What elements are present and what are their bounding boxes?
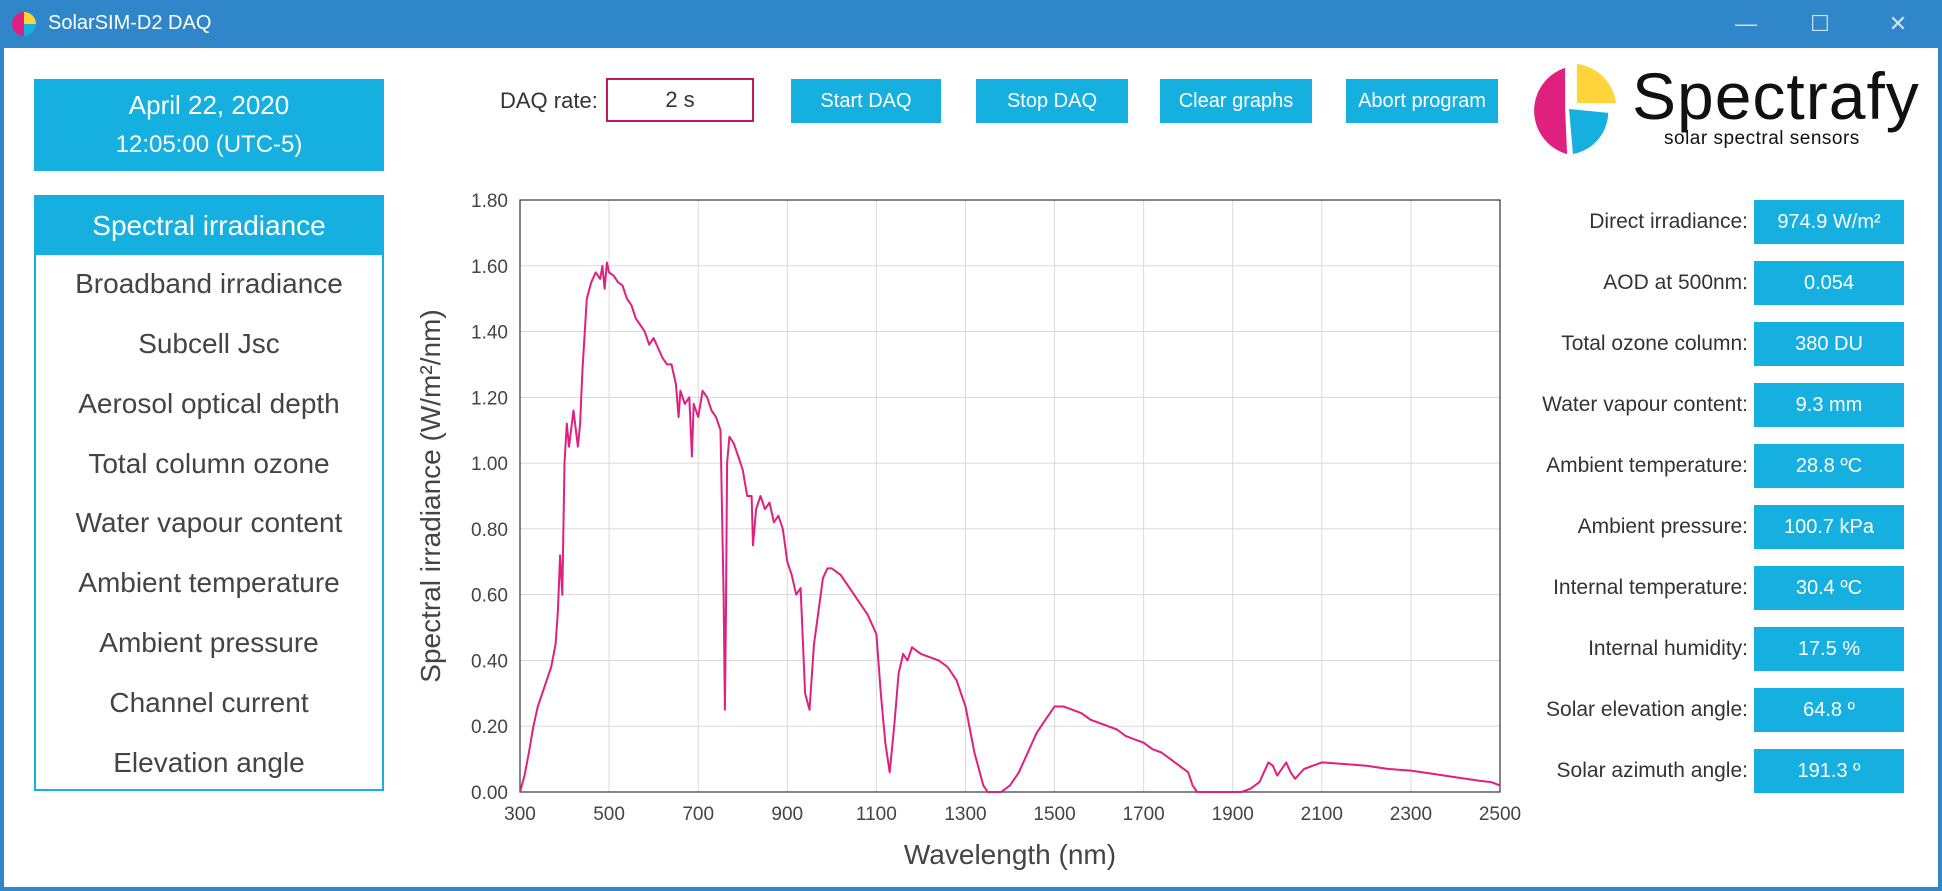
menu-item-broadband-irradiance[interactable]: Broadband irradiance [75, 268, 343, 299]
readout-value: 100.7 kPa [1754, 505, 1904, 549]
stop-daq-button[interactable]: Stop DAQ [976, 79, 1128, 123]
daq-rate-input[interactable] [606, 78, 754, 122]
x-tick-label: 300 [504, 804, 536, 825]
readout-value: 64.8 º [1754, 688, 1904, 732]
plot-frame [519, 199, 1501, 793]
readout-value: 28.8 ºC [1754, 444, 1904, 488]
title-bar[interactable]: SolarSIM-D2 DAQ — ☐ ✕ [0, 0, 1942, 48]
readout-value: 30.4 ºC [1754, 566, 1904, 610]
date-text: April 22, 2020 [128, 90, 290, 120]
readout-label: Total ozone column: [1561, 332, 1748, 355]
close-button[interactable]: ✕ [1868, 0, 1928, 48]
menu-item-total-column-ozone[interactable]: Total column ozone [88, 448, 330, 479]
menu-item-ambient-temperature[interactable]: Ambient temperature [78, 567, 340, 598]
main-panel: April 22, 2020 12:05:00 (UTC-5) Spectral… [4, 48, 1938, 887]
y-tick-label: 0.60 [471, 586, 508, 607]
y-tick-label: 0.80 [471, 520, 508, 541]
menu-item-spectral-irradiance[interactable]: Spectral irradiance [36, 197, 382, 255]
menu-item-ambient-pressure[interactable]: Ambient pressure [99, 627, 319, 658]
readout-label: Ambient pressure: [1577, 515, 1748, 538]
readout-label: Internal humidity: [1588, 637, 1748, 660]
x-tick-label: 1500 [1033, 804, 1075, 825]
y-tick-label: 1.00 [471, 454, 508, 475]
clear-graphs-button[interactable]: Clear graphs [1160, 79, 1312, 123]
readout-label: Internal temperature: [1553, 576, 1748, 599]
spectrafy-logo-icon [1534, 63, 1617, 155]
plot-area [520, 200, 1500, 792]
readout-value: 974.9 W/m² [1754, 200, 1904, 244]
x-tick-label: 500 [593, 804, 625, 825]
y-tick-label: 1.80 [471, 191, 508, 212]
x-tick-label: 1900 [1212, 804, 1254, 825]
y-tick-label: 0.40 [471, 651, 508, 672]
menu-item-subcell-jsc[interactable]: Subcell Jsc [138, 328, 280, 359]
close-icon: ✕ [1888, 11, 1908, 36]
y-axis-label: Spectral irradiance (W/m²/nm) [415, 309, 446, 682]
y-tick-label: 1.20 [471, 388, 508, 409]
window-title: SolarSIM-D2 DAQ [48, 12, 212, 34]
y-tick-label: 1.40 [471, 323, 508, 344]
menu-item-channel-current[interactable]: Channel current [109, 687, 309, 718]
x-tick-label: 1300 [944, 804, 986, 825]
x-tick-label: 2100 [1301, 804, 1343, 825]
logo-tagline: solar spectral sensors [1664, 128, 1860, 149]
logo-wordmark: Spectrafy [1632, 59, 1920, 133]
x-tick-label: 1100 [856, 804, 897, 825]
readout-value: 17.5 % [1754, 627, 1904, 671]
x-tick-label: 2500 [1479, 804, 1521, 825]
y-tick-label: 0.00 [471, 783, 508, 804]
spectrum-line-series-0 [519, 261, 1501, 793]
app-logo-icon [12, 12, 36, 36]
readout-label: Solar azimuth angle: [1556, 759, 1748, 782]
maximize-icon: ☐ [1810, 11, 1830, 36]
maximize-button[interactable]: ☐ [1790, 0, 1850, 48]
readout-value: 9.3 mm [1754, 383, 1904, 427]
daq-rate-label: DAQ rate: [500, 88, 598, 113]
datetime-display: April 22, 2020 12:05:00 (UTC-5) [34, 79, 384, 171]
readout-label: AOD at 500nm: [1603, 271, 1748, 294]
time-text: 12:05:00 (UTC-5) [115, 131, 303, 158]
menu-item-elevation-angle[interactable]: Elevation angle [113, 747, 305, 778]
abort-program-button[interactable]: Abort program [1346, 79, 1498, 123]
y-tick-label: 1.60 [471, 257, 508, 278]
spectral-irradiance-chart: 300 500 700 900 1100 1300 1500 1700 1900 2100 2300… [415, 191, 1521, 870]
x-tick-label: 1700 [1122, 804, 1164, 825]
readout-label: Solar elevation angle: [1546, 698, 1748, 721]
y-tick-label: 0.20 [471, 717, 508, 738]
start-daq-button[interactable]: Start DAQ [791, 79, 941, 123]
readout-value: 0.054 [1754, 261, 1904, 305]
graph-selector-menu: Spectral irradiance Broadband irradiance… [34, 195, 384, 791]
readout-value: 380 DU [1754, 322, 1904, 366]
x-axis-label: Wavelength (nm) [904, 839, 1116, 870]
menu-item-aerosol-optical-depth[interactable]: Aerosol optical depth [78, 388, 340, 419]
x-tick-label: 900 [771, 804, 803, 825]
x-tick-label: 700 [682, 804, 714, 825]
x-tick-label: 2300 [1390, 804, 1432, 825]
readout-label: Direct irradiance: [1589, 210, 1748, 233]
readout-label: Ambient temperature: [1546, 454, 1748, 477]
minimize-icon: — [1735, 11, 1757, 36]
readout-label: Water vapour content: [1542, 393, 1748, 416]
readout-value: 191.3 º [1754, 749, 1904, 793]
menu-item-water-vapour-content[interactable]: Water vapour content [75, 507, 343, 538]
minimize-button[interactable]: — [1716, 0, 1776, 48]
